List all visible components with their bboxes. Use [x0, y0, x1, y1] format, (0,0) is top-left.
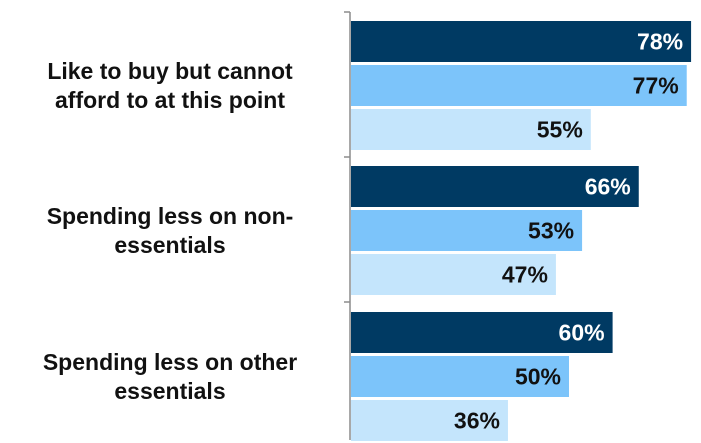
bar-value-label: 50% [515, 364, 561, 390]
bar [351, 312, 613, 353]
bar-value-label: 78% [637, 29, 683, 55]
category-label-line: essentials [114, 378, 225, 404]
bar-value-label: 77% [633, 73, 679, 99]
category-label-line: Like to buy but cannot [47, 58, 293, 84]
category-label-line: Spending less on non- [47, 203, 294, 229]
bar [351, 356, 569, 397]
axis-layer [344, 11, 351, 440]
bar [351, 254, 556, 295]
bar [351, 21, 692, 62]
bars-layer [351, 21, 692, 441]
bar [351, 109, 591, 150]
category-label: Spending less on non-essentials [47, 203, 294, 258]
bar-value-label: 55% [537, 117, 583, 143]
category-label-line: afford to at this point [55, 87, 285, 113]
category-label-line: essentials [114, 232, 225, 258]
bar-value-label: 36% [454, 408, 500, 434]
bar-value-label: 47% [502, 262, 548, 288]
bar-value-label: 53% [528, 218, 574, 244]
bar-value-label: 66% [585, 174, 631, 200]
bar [351, 210, 583, 251]
bar-value-label: 60% [559, 320, 605, 346]
bar [351, 166, 639, 207]
category-label-line: Spending less on other [43, 349, 297, 375]
labels-layer: 78% 77% 55% Like to buy but cannot afford to… [43, 29, 683, 434]
category-label: Like to buy but cannot afford to at this … [47, 58, 293, 113]
category-label: Spending less on other essentials [43, 349, 297, 404]
bar [351, 400, 508, 441]
bar [351, 65, 687, 106]
